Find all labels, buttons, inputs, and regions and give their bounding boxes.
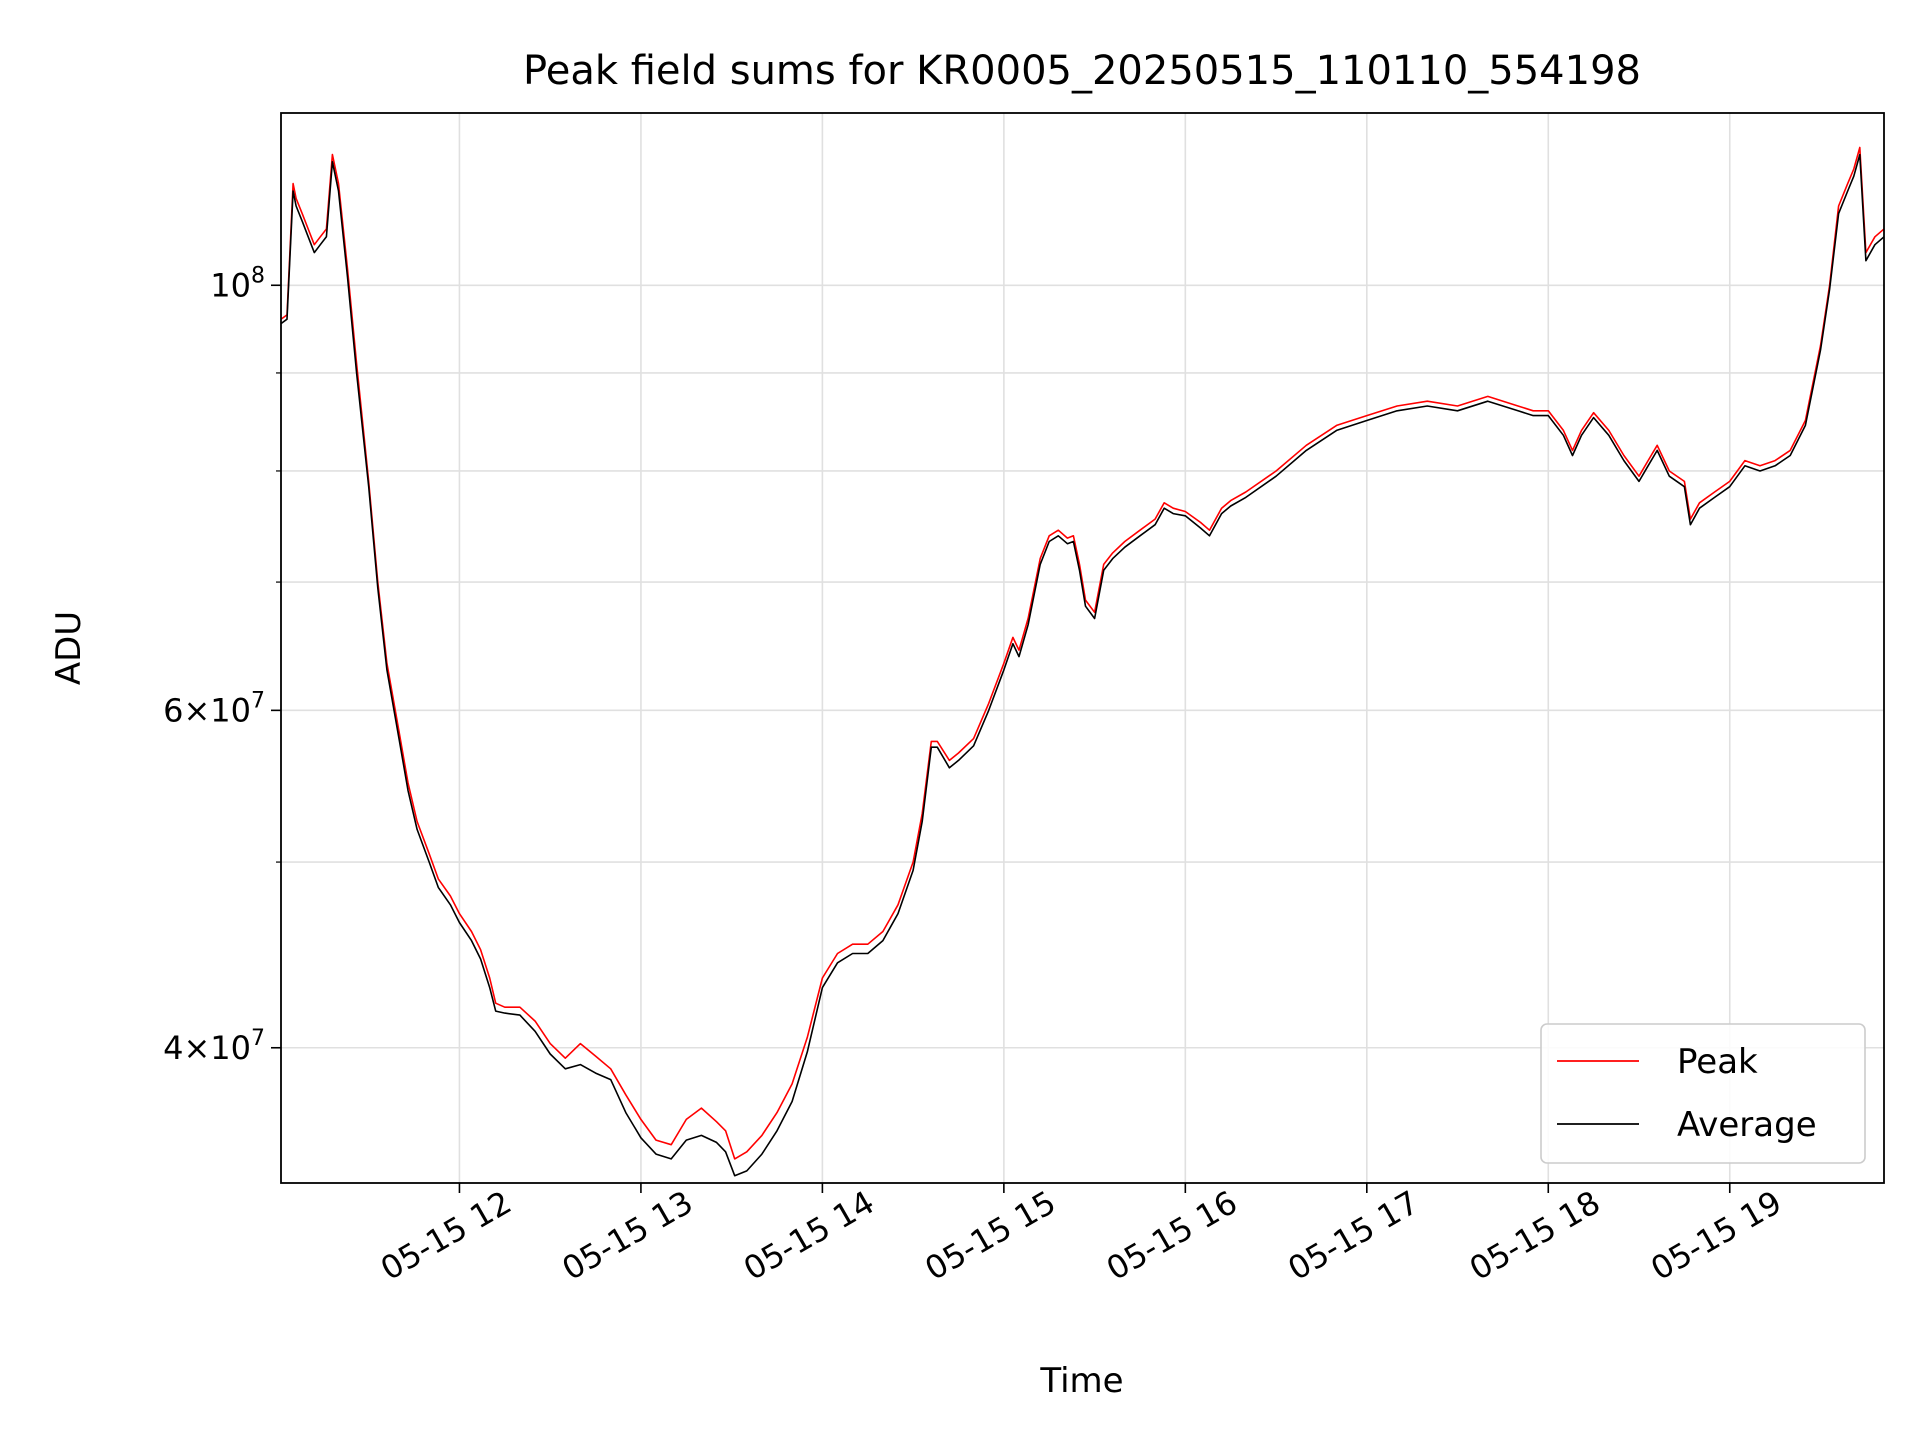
series-line-average (281, 153, 1884, 1177)
y-tick-mantissa: 4 (163, 1029, 183, 1067)
y-tick-exponent: 7 (251, 688, 265, 713)
y-tick-mantissa: 6 (163, 691, 183, 729)
legend: Peak Average (1540, 1023, 1866, 1164)
y-tick-label: 4×107 (163, 1026, 265, 1067)
chart-title: Peak field sums for KR0005_20250515_1101… (523, 48, 1641, 94)
series-line-peak (281, 146, 1884, 1160)
y-tick-label: 108 (210, 263, 265, 304)
y-tick-exponent: 8 (251, 263, 265, 288)
y-axis-label: ADU (49, 611, 89, 685)
y-axis: 4×107 6×107 108 (163, 263, 281, 1067)
legend-label-average: Average (1677, 1105, 1817, 1145)
legend-box (1540, 1023, 1866, 1164)
x-axis-label: Time (1039, 1361, 1123, 1401)
y-tick-exponent: 7 (251, 1026, 265, 1051)
series-layer (281, 146, 1884, 1177)
y-tick-label: 6×107 (163, 688, 265, 729)
legend-label-peak: Peak (1677, 1042, 1758, 1082)
plot-frame (280, 112, 1885, 1184)
